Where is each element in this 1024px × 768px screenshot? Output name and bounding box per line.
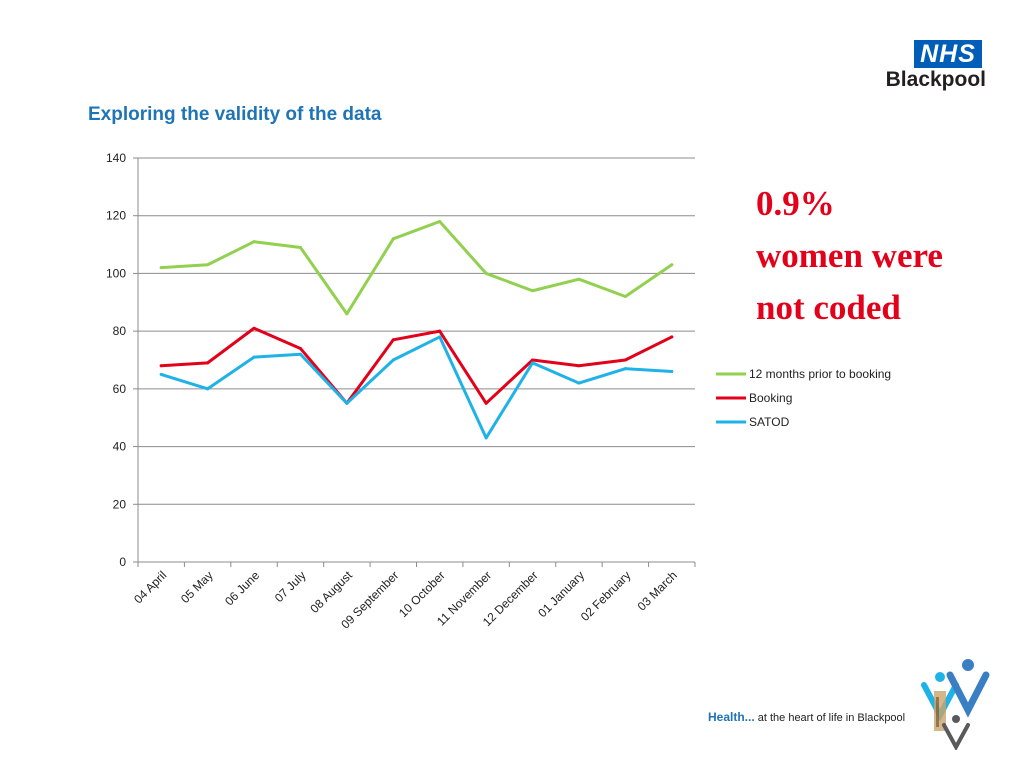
data-point <box>298 245 302 249</box>
data-point <box>206 263 210 267</box>
data-point <box>623 295 627 299</box>
data-point <box>252 355 256 359</box>
callout-text: 0.9% women were not coded <box>756 178 1006 334</box>
data-point <box>438 335 442 339</box>
series-2 <box>159 335 674 440</box>
x-tick-label: 03 March <box>635 568 680 613</box>
x-tick-label: 02 February <box>578 568 634 624</box>
data-point <box>484 271 488 275</box>
data-point <box>438 329 442 333</box>
y-tick-label: 0 <box>119 555 126 569</box>
footer-tagline-rest: at the heart of life in Blackpool <box>754 712 906 724</box>
data-point <box>159 266 163 270</box>
data-point <box>577 277 581 281</box>
data-point <box>206 387 210 391</box>
callout-line-1: 0.9% <box>756 184 835 223</box>
nhs-blackpool-logo: NHS Blackpool <box>878 38 986 98</box>
data-point <box>252 240 256 244</box>
data-point <box>438 219 442 223</box>
data-point <box>391 237 395 241</box>
data-point <box>298 352 302 356</box>
series-line <box>159 219 674 316</box>
data-point <box>623 367 627 371</box>
series-1 <box>159 326 674 405</box>
series-line <box>159 335 674 440</box>
y-tick-label: 60 <box>113 382 127 396</box>
data-point <box>531 289 535 293</box>
nhs-logo-box: NHS <box>914 40 982 68</box>
data-point <box>670 370 674 374</box>
x-tick-label: 04 April <box>131 568 169 606</box>
series-line <box>159 326 674 405</box>
y-tick-label: 80 <box>113 324 127 338</box>
y-tick-label: 120 <box>106 209 126 223</box>
data-point <box>531 361 535 365</box>
series-0 <box>159 219 674 316</box>
y-tick-label: 40 <box>113 440 127 454</box>
x-tick-label: 08 August <box>307 568 355 616</box>
data-point <box>577 381 581 385</box>
x-tick-label: 06 June <box>222 568 262 608</box>
data-point <box>670 263 674 267</box>
health-figures-logo <box>921 659 990 750</box>
slide-title: Exploring the validity of the data <box>88 104 382 125</box>
data-point <box>298 346 302 350</box>
legend-label: SATOD <box>749 415 790 429</box>
data-point <box>670 335 674 339</box>
data-point <box>391 358 395 362</box>
data-point <box>484 401 488 405</box>
data-point <box>159 372 163 376</box>
y-tick-label: 20 <box>113 497 127 511</box>
data-point <box>577 364 581 368</box>
data-point <box>159 364 163 368</box>
data-point <box>345 312 349 316</box>
data-point <box>484 436 488 440</box>
y-tick-label: 140 <box>106 151 126 165</box>
data-point <box>252 326 256 330</box>
callout-line-2: women were <box>756 236 943 275</box>
legend-label: 12 months prior to booking <box>749 367 891 381</box>
callout-line-3: not coded <box>756 288 901 327</box>
legend-label: Booking <box>749 391 792 405</box>
footer-tagline: Health... at the heart of life in Blackp… <box>708 710 905 724</box>
footer-tagline-lead: Health... <box>708 710 755 724</box>
x-tick-label: 05 May <box>178 568 216 606</box>
data-point <box>345 401 349 405</box>
y-tick-label: 100 <box>106 266 126 280</box>
x-tick-label: 07 July <box>272 568 309 605</box>
data-point <box>623 358 627 362</box>
data-point <box>391 338 395 342</box>
nhs-logo-org: Blackpool <box>885 68 986 91</box>
data-point <box>531 358 535 362</box>
data-point <box>206 361 210 365</box>
